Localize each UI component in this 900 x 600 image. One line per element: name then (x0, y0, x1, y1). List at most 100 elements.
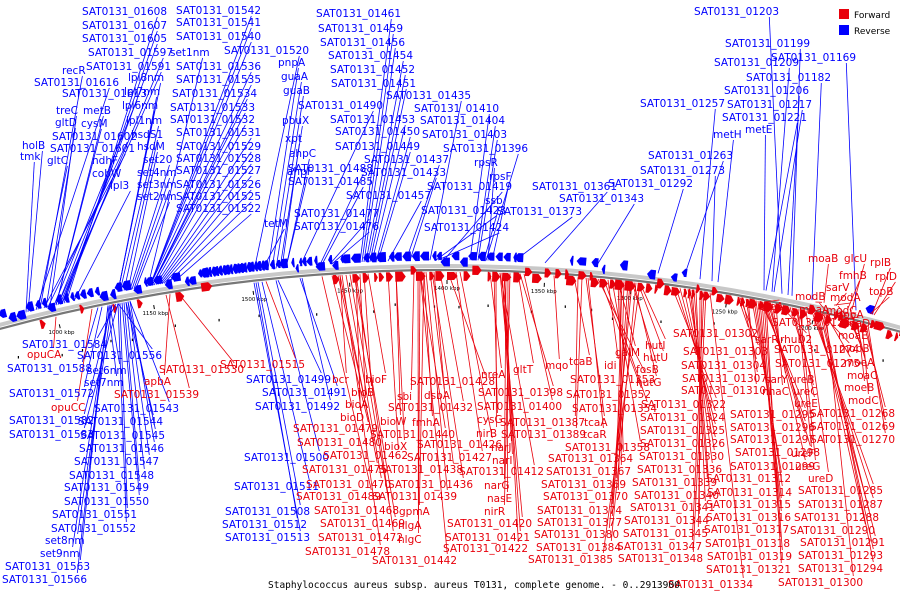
label-leader (845, 62, 857, 311)
reverse-gene (591, 258, 599, 268)
gene-label: SAT0131_01439 (372, 491, 457, 503)
forward-gene (554, 268, 562, 279)
reverse-gene (246, 262, 251, 273)
gene-label: rplD (875, 271, 897, 283)
label-leader (253, 55, 300, 271)
gene-label: SAT0131_01268 (810, 408, 895, 420)
gene-label: pnpA (278, 57, 306, 69)
gene-label: SAT0131_01479 (293, 423, 378, 435)
reverse-gene (70, 292, 76, 301)
label-leader (819, 302, 831, 317)
label-leader (575, 277, 583, 429)
label-leader (281, 143, 300, 268)
gene-label: fmhB (839, 270, 867, 282)
gene-label: SAT0131_01314 (707, 487, 792, 499)
feature-mark (487, 304, 489, 307)
gene-label: SAT0131_01380 (534, 529, 619, 541)
label-leader (151, 98, 248, 286)
label-leader (321, 186, 364, 265)
reverse-gene (228, 264, 234, 275)
reverse-gene (218, 265, 223, 276)
legend: Forward Reverse (839, 9, 891, 37)
gene-label: SAT0131_01605 (82, 33, 167, 45)
gene-label: SAT0131_01522 (176, 203, 261, 215)
label-leader (595, 203, 635, 267)
reverse-gene (8, 311, 18, 323)
gene-label: SAT0131_01377 (537, 517, 622, 529)
gene-label: SAT0131_01361 (532, 181, 617, 193)
label-leader (693, 290, 710, 490)
label-leader (610, 282, 637, 542)
gene-label: SAT0131_01312 (706, 473, 791, 485)
gene-label: SAT0131_01316 (706, 512, 791, 524)
label-leader (299, 110, 374, 267)
label-leader (699, 108, 716, 280)
gene-label: SAT0131_01539 (114, 389, 199, 401)
forward-gene (487, 271, 492, 282)
label-leader (127, 301, 156, 430)
label-leader (257, 282, 301, 506)
label-leader (757, 300, 782, 512)
forward-gene (564, 269, 570, 280)
gene-label: hutI (645, 340, 666, 352)
label-leader (129, 301, 170, 403)
gene-label: SAT0131_01358 (565, 442, 650, 454)
label-leader (602, 283, 641, 554)
reverse-gene (164, 278, 173, 290)
label-leader (159, 163, 252, 285)
gene-label: SAT0131_01364 (548, 453, 633, 465)
gene-label: ureA (759, 301, 784, 313)
label-leader (429, 272, 454, 464)
reverse-gene (503, 252, 511, 262)
reverse-gene (432, 251, 437, 261)
gene-label: SAT0131_01490 (298, 100, 383, 112)
gene-label: fmhA (412, 417, 441, 429)
gene-label: SAT0131_01450 (335, 126, 420, 138)
gene-label: hlgA (398, 520, 422, 532)
gene-label: set20 (143, 154, 172, 166)
reverse-gene (350, 253, 361, 263)
label-leader (55, 128, 102, 306)
label-leader (161, 175, 252, 284)
gene-label: SAT0131_01616 (34, 77, 119, 89)
label-leader (267, 67, 299, 270)
gene-label: ndhF (92, 155, 118, 167)
label-leader (447, 271, 486, 376)
label-leader (319, 173, 364, 265)
gene-label: SAT0131_01427 (407, 452, 492, 464)
label-leader (367, 273, 386, 374)
label-leader (709, 292, 744, 579)
legend-reverse-label: Reverse (854, 27, 891, 37)
feature-mark (258, 314, 260, 318)
gene-label: SAT0131_01302 (673, 328, 758, 340)
label-leader (773, 109, 803, 293)
label-leader (851, 263, 865, 310)
label-leader (149, 15, 252, 286)
gene-label: apbA (144, 376, 172, 388)
gene-label: SAT0131_01352 (566, 389, 651, 401)
label-leader (121, 302, 140, 496)
reverse-gene (86, 288, 95, 298)
gene-label: SAT0131_01582 (9, 415, 94, 427)
gene-label: SAT0131_01613 (62, 88, 147, 100)
label-leader (423, 272, 433, 417)
feature-mark (81, 349, 84, 352)
gene-label: SAT0131_01307 (682, 373, 767, 385)
gene-label: SAT0131_01491 (262, 387, 347, 399)
kbp-tick-label: 1200 kbp (798, 326, 824, 332)
forward-gene (799, 309, 807, 319)
gene-label: SAT0131_01400 (477, 401, 562, 413)
label-leader (275, 95, 304, 269)
reverse-gene (275, 259, 281, 269)
label-leader (35, 87, 110, 311)
forward-gene (175, 291, 185, 303)
forward-gene (703, 291, 711, 301)
gene-label: lpl3 (110, 180, 129, 192)
gene-label: bioB (351, 387, 374, 399)
label-leader (587, 277, 604, 429)
label-leader (387, 272, 399, 450)
gene-label: SAT0131_01548 (69, 470, 154, 482)
gene-label: ureC (793, 386, 818, 398)
label-leader (857, 322, 865, 382)
gene-label: moaA (799, 304, 830, 316)
